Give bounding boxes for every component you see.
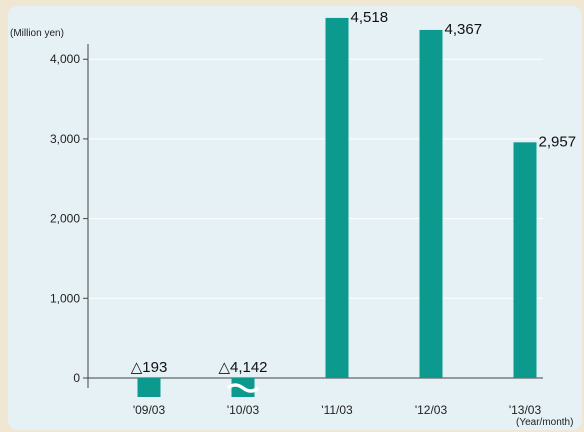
bar (137, 378, 161, 397)
x-tick-label: '11/03 (321, 403, 353, 417)
data-label: 4,367 (445, 21, 483, 38)
axis-break-mark (226, 383, 260, 393)
bar (419, 29, 443, 378)
y-tick-label: 3,000 (50, 132, 80, 146)
data-label: 4,518 (351, 9, 389, 26)
y-tick-label: 1,000 (50, 291, 80, 305)
y-tick-labels: 0 1,000 2,000 3,000 4,000 (50, 52, 88, 385)
x-tick-label: '13/03 (509, 403, 542, 417)
y-tick-label: 0 (73, 371, 80, 385)
y-tick-label: 4,000 (50, 52, 80, 66)
bar-chart: 0 1,000 2,000 3,000 4,000 △193 △4,142 4,518 4,3… (10, 9, 576, 428)
x-unit-label: (Year/month) (516, 417, 573, 428)
x-tick-label: '09/03 (133, 403, 166, 417)
grid-lines (88, 58, 543, 299)
y-unit-label: (Million yen) (10, 28, 64, 39)
data-label: △4,142 (218, 359, 267, 376)
y-tick-label: 2,000 (50, 212, 80, 226)
x-tick-label: '10/03 (227, 403, 260, 417)
x-tick-label: '12/03 (415, 403, 448, 417)
bar (513, 142, 537, 378)
chart-panel: 0 1,000 2,000 3,000 4,000 △193 △4,142 4,518 4,3… (8, 6, 582, 430)
axes (87, 44, 543, 388)
bars (137, 17, 537, 397)
data-label: 2,957 (539, 133, 577, 150)
axis-breaks (226, 383, 260, 393)
data-labels: △193 △4,142 4,518 4,367 2,957 (131, 9, 576, 376)
bar (325, 17, 349, 378)
x-tick-labels: '09/03 '10/03 '11/03 '12/03 '13/03 (133, 403, 542, 417)
data-label: △193 (131, 359, 168, 376)
